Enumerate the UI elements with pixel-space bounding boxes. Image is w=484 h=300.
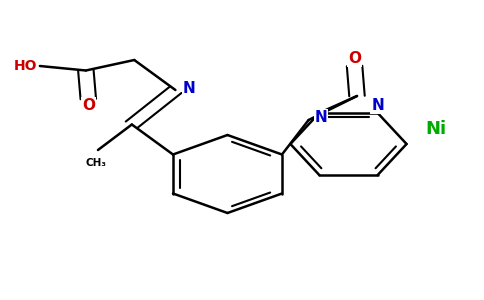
Text: N: N: [371, 98, 384, 113]
Text: Ni: Ni: [425, 120, 446, 138]
Text: N: N: [315, 110, 327, 125]
Text: O: O: [82, 98, 95, 113]
Text: HO: HO: [14, 59, 37, 73]
Text: CH₃: CH₃: [85, 158, 106, 167]
Text: N: N: [182, 81, 196, 96]
Text: O: O: [348, 51, 361, 66]
